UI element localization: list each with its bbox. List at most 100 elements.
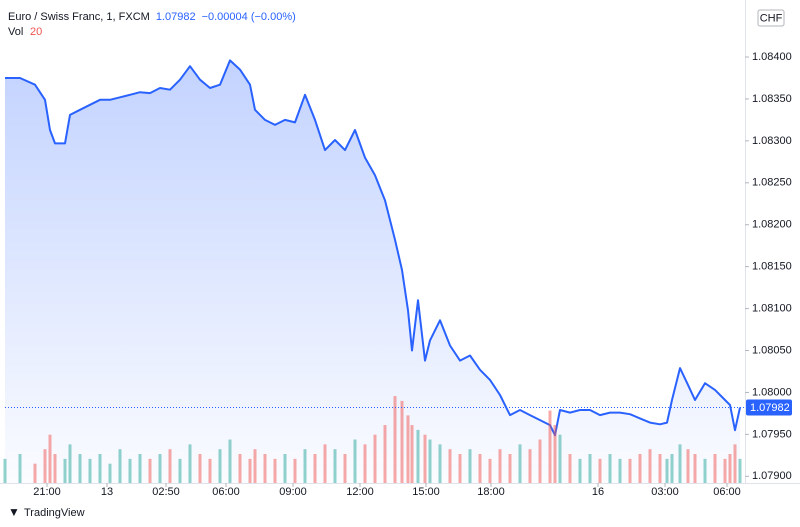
y-tick-label: 1.08050: [752, 344, 792, 356]
volume-bar: [648, 449, 652, 483]
volume-bar: [78, 454, 82, 483]
volume-bar: [733, 444, 737, 483]
volume-bar: [238, 454, 242, 483]
volume-bar: [88, 458, 92, 483]
volume-bar: [63, 458, 67, 483]
volume-bar: [678, 444, 682, 483]
volume-bar: [468, 449, 472, 483]
volume-bar: [558, 434, 562, 483]
volume-label: Vol: [8, 26, 23, 38]
volume-bar: [283, 454, 287, 483]
x-tick-label: 16: [592, 486, 604, 498]
volume-bar: [118, 449, 122, 483]
currency[interactable]: CHF: [760, 12, 783, 24]
volume-bar: [438, 444, 442, 483]
volume-bar: [3, 458, 7, 483]
volume-bar: [43, 449, 47, 483]
volume-bar: [498, 449, 502, 483]
volume-bar: [488, 458, 492, 483]
volume-bar: [598, 458, 602, 483]
x-tick-label: 18:00: [477, 486, 505, 498]
volume-bar: [703, 458, 707, 483]
y-tick-label: 1.08200: [752, 219, 792, 231]
y-tick-label: 1.07900: [752, 470, 792, 482]
x-tick-label: 09:00: [279, 486, 307, 498]
price-change: −0.00004 (−0.00%): [202, 11, 296, 23]
volume-bar: [686, 449, 690, 483]
volume-bar: [538, 439, 542, 483]
volume-bar: [665, 458, 669, 483]
volume-bar: [400, 400, 404, 483]
volume-bar: [618, 458, 622, 483]
volume-bar: [98, 454, 102, 483]
volume-bar: [363, 444, 367, 483]
volume-bar: [68, 444, 72, 483]
volume-bar: [263, 454, 267, 483]
x-tick-label: 02:50: [152, 486, 180, 498]
volume-bar: [228, 439, 232, 483]
volume-bar: [588, 454, 592, 483]
volume-bar: [53, 454, 57, 483]
y-tick-label: 1.08400: [752, 51, 792, 63]
volume-bar: [188, 444, 192, 483]
volume-bar: [553, 425, 557, 483]
volume-bar: [273, 458, 277, 483]
y-tick-label: 1.08350: [752, 93, 792, 105]
volume-bar: [658, 454, 662, 483]
volume-bar: [518, 444, 522, 483]
y-tick-label: 1.07950: [752, 428, 792, 440]
x-tick-label: 12:00: [346, 486, 374, 498]
volume-bar: [353, 439, 357, 483]
volume-bar: [738, 458, 742, 483]
x-tick-label: 06:00: [212, 486, 240, 498]
volume-bar: [198, 454, 202, 483]
volume-bar: [448, 449, 452, 483]
x-tick-label: 06:00: [713, 486, 741, 498]
volume-bar: [548, 410, 552, 483]
volume-bar: [728, 454, 732, 483]
volume-bar: [178, 458, 182, 483]
price-area: [5, 60, 740, 484]
volume-bar: [248, 458, 252, 483]
volume-bar: [208, 458, 212, 483]
volume-bar: [373, 434, 377, 483]
currency-box[interactable]: [757, 9, 785, 27]
brand[interactable]: TradingView: [24, 507, 85, 519]
volume-bar: [33, 463, 37, 483]
volume-bar: [406, 415, 410, 483]
volume-bar: [458, 454, 462, 483]
last-price: 1.07982: [156, 11, 196, 23]
volume-bar: [18, 454, 22, 483]
price-line: [5, 59, 741, 437]
volume-bar: [218, 449, 222, 483]
volume-bar: [313, 454, 317, 483]
last-price-label: 1.07982: [750, 402, 790, 414]
last-price-box: [746, 399, 792, 416]
volume-bar: [303, 449, 307, 483]
brand-logo[interactable]: ▼: [8, 505, 20, 519]
volume-bar: [568, 454, 572, 483]
x-tick-label: 13: [101, 486, 113, 498]
volume-bar: [148, 458, 152, 483]
volume-bar: [478, 454, 482, 483]
volume-bar: [333, 449, 337, 483]
volume-bar: [343, 454, 347, 483]
volume-bar: [48, 434, 52, 483]
x-tick-label: 21:00: [33, 486, 61, 498]
plot: [3, 59, 745, 484]
volume-bar: [410, 425, 414, 483]
volume-bar: [693, 454, 697, 483]
volume-bar: [713, 454, 717, 483]
y-tick-label: 1.08150: [752, 261, 792, 273]
volume-bar: [128, 458, 132, 483]
volume-value: 20: [30, 26, 42, 38]
volume-bar: [628, 458, 632, 483]
volume-bar: [168, 449, 172, 483]
volume-bar: [423, 434, 427, 483]
volume-bar: [508, 454, 512, 483]
volume-bar: [416, 429, 420, 483]
symbol-title: Euro / Swiss Franc, 1, FXCM: [8, 11, 150, 23]
volume-bar: [393, 396, 397, 483]
volume-bar: [528, 449, 532, 483]
